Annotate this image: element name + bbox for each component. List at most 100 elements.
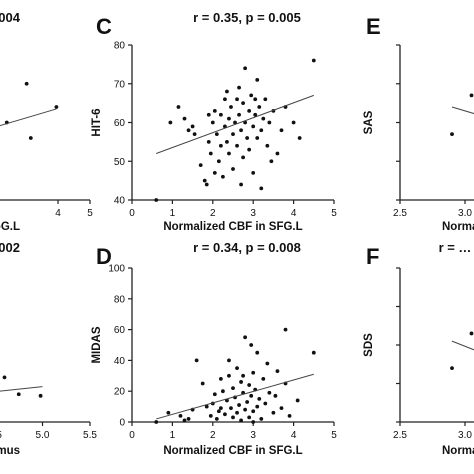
data-point [295,398,300,403]
x-tick-label: 4 [55,208,61,219]
panel-letter: C [96,14,112,39]
data-point [265,361,270,366]
panel-F: 2.53.03…r = …FNormal…SDS [363,240,474,457]
data-point [267,390,272,395]
x-tick-label: 5.0 [36,430,50,441]
data-point [255,350,260,355]
x-tick-label: 1 [170,430,176,441]
data-point [210,120,215,125]
data-point [269,159,274,164]
data-point [154,420,159,424]
data-point [212,392,217,397]
data-point [235,366,239,370]
panel-partial-3: 4.5 5.0 5.5 …0.002 …thalamus [0,240,97,457]
x-axis-title: Normal… [442,445,474,457]
data-point [251,409,256,414]
data-point [257,105,262,109]
data-point [275,151,280,156]
x-tick-label: 4.5 [0,430,2,441]
data-point [469,93,474,98]
data-point [291,120,296,125]
data-point [54,105,59,109]
x-tick-label: 3.0 [458,430,472,441]
regression-line [451,340,474,351]
x-tick-label: 3.0 [458,208,472,219]
data-point [190,124,195,129]
data-point [251,420,256,424]
data-point [223,412,227,417]
panel-letter: D [96,244,112,269]
panel-stat-title: r = 0.34, p = 0.008 [193,240,301,255]
data-point [218,143,223,148]
x-tick-label: 4 [291,430,297,441]
data-point [249,93,254,98]
data-point [231,167,235,171]
x-tick-label: 3 [250,208,256,219]
data-point [275,369,280,374]
data-point [297,136,302,140]
y-tick-label: 100 [108,264,125,275]
data-point [38,393,43,398]
data-point [218,406,223,411]
data-point [247,415,252,420]
y-tick-label: 60 [114,325,126,336]
data-point [229,105,233,109]
data-point [261,116,266,121]
x-tick-label: 0 [129,430,135,441]
x-axis-title: …in PoG.L [0,221,20,233]
x-tick-label: 5 [87,208,93,219]
data-point [255,404,260,409]
data-point [469,331,474,336]
data-point [204,404,209,409]
data-point [243,66,248,71]
data-point [253,97,258,102]
data-point [227,151,231,156]
data-point [231,386,235,391]
data-point [202,178,207,183]
data-point [450,366,454,370]
data-point [212,170,217,175]
data-point [225,139,229,144]
panel-D: 0 1 2 3 4 5 0 20 40 60 80 100 r = 0.34, p = 0.008 D No… [91,240,337,457]
data-point [241,155,246,160]
data-point [182,418,187,423]
panel-C: 0 1 2 3 4 5 40 50 60 70 80 r = 0.35, p = 0.005 C Norm… [91,10,337,233]
data-point [255,77,260,82]
y-axis-title: HIT-6 [91,108,103,136]
x-tick-label: 3 [250,430,256,441]
data-point [176,105,181,109]
panel-stat-title: r = … [439,240,472,255]
y-tick-label: 80 [114,41,126,52]
data-point [279,128,284,133]
data-point [241,101,246,106]
data-point [192,132,197,137]
data-point [208,413,213,418]
regression-line [0,386,43,392]
data-point [223,97,227,102]
data-point [235,143,239,148]
y-tick-label: 50 [114,157,126,168]
data-point [241,373,246,378]
data-point [247,108,252,113]
panel-letter: E [366,14,381,39]
data-point [227,373,231,378]
data-point [221,389,225,394]
x-tick-label: 0 [129,208,135,219]
panel-stat-title: …0.002 [0,240,20,255]
panel-stat-title: …0.004 [0,10,21,25]
data-point [235,410,239,415]
y-tick-label: 70 [114,79,126,90]
data-point [239,182,243,187]
data-point [251,370,256,375]
data-point [227,116,231,121]
regression-line [451,106,474,115]
y-tick-label: 0 [119,418,125,429]
data-point [235,97,239,102]
x-tick-label: 4 [291,208,297,219]
data-point [214,132,219,137]
data-point [450,132,454,137]
data-point [186,417,191,421]
data-point [273,393,278,398]
data-point [311,58,316,63]
